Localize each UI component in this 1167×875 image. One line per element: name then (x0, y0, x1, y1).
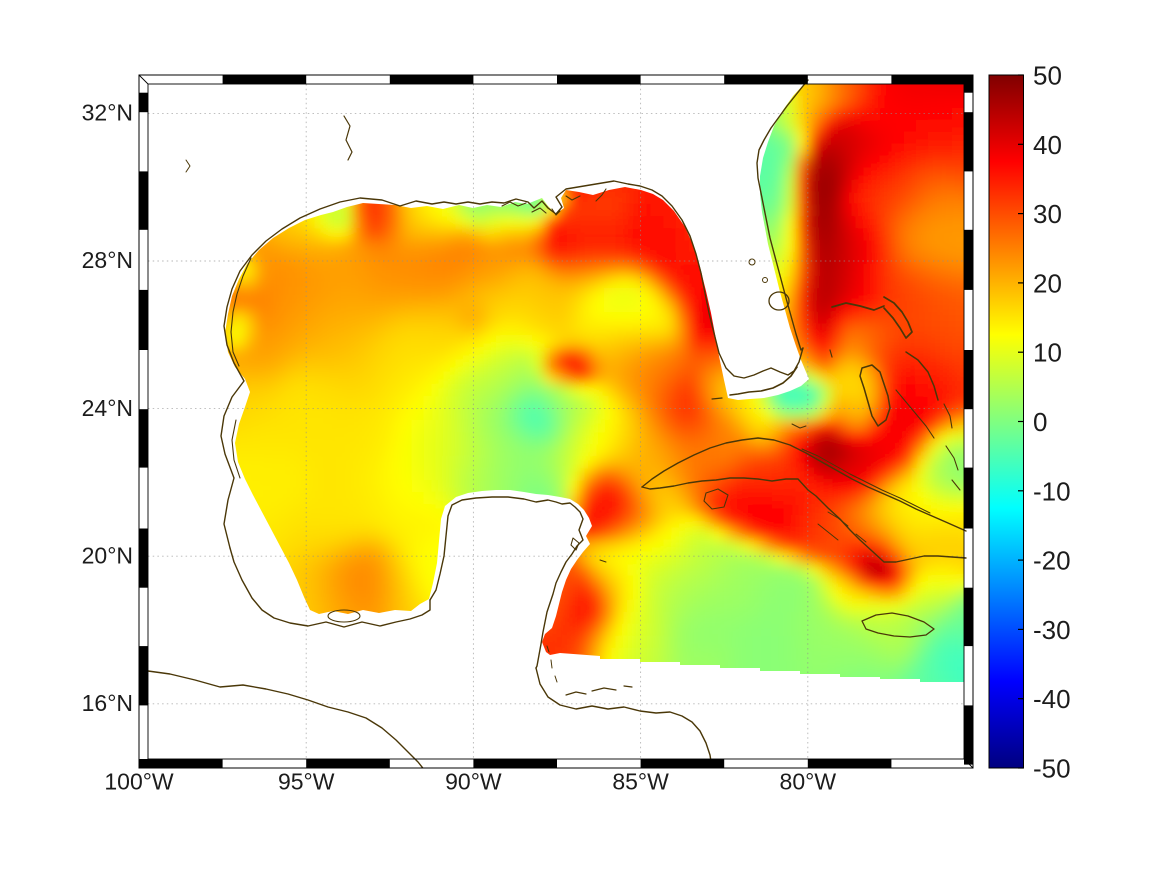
svg-text:40: 40 (1033, 130, 1062, 160)
svg-text:10: 10 (1033, 338, 1062, 368)
svg-text:80°W: 80°W (780, 769, 837, 795)
svg-text:90°W: 90°W (445, 769, 502, 795)
svg-text:32°N: 32°N (82, 100, 133, 126)
svg-text:28°N: 28°N (82, 247, 133, 273)
svg-text:20°N: 20°N (82, 542, 133, 568)
svg-text:-20: -20 (1033, 546, 1071, 576)
svg-text:50: 50 (1033, 61, 1062, 91)
svg-text:24°N: 24°N (82, 395, 133, 421)
svg-text:-50: -50 (1033, 754, 1071, 784)
svg-text:16°N: 16°N (82, 690, 133, 716)
svg-text:0: 0 (1033, 407, 1047, 437)
svg-text:100°W: 100°W (104, 769, 174, 795)
svg-text:-40: -40 (1033, 684, 1071, 714)
svg-text:85°W: 85°W (612, 769, 669, 795)
svg-text:-30: -30 (1033, 615, 1071, 645)
svg-text:30: 30 (1033, 199, 1062, 229)
svg-text:95°W: 95°W (278, 769, 335, 795)
svg-text:-10: -10 (1033, 476, 1071, 506)
svg-text:20: 20 (1033, 268, 1062, 298)
